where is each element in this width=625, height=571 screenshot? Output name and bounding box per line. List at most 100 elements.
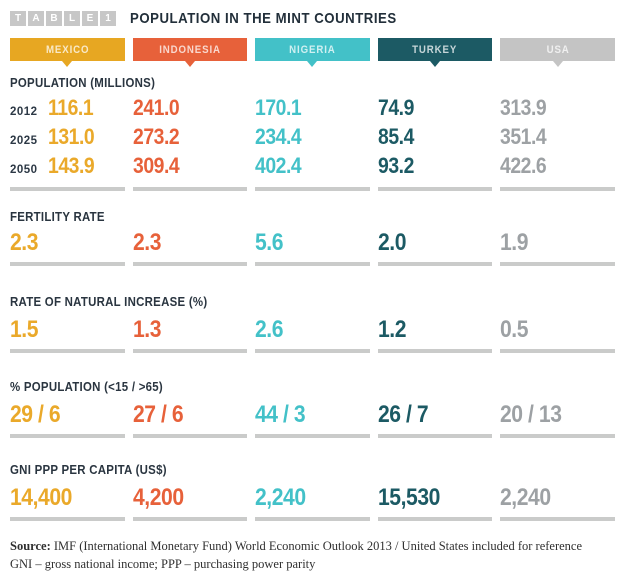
value-cell: 1.3 <box>133 317 248 343</box>
divider-row <box>10 349 615 353</box>
table-tag: T A B L E 1 <box>10 10 116 26</box>
value-cell: 44 / 3 <box>255 402 370 428</box>
value: 2.6 <box>255 316 284 343</box>
column-divider <box>132 349 248 353</box>
section-population: POPULATION (MILLIONS) 2012 116.1 241.0 1… <box>10 75 615 191</box>
badge-pointer-icon <box>184 61 195 67</box>
table-row: 2012 116.1 241.0 170.1 74.9 313.9 <box>10 96 615 125</box>
column-divider <box>10 349 125 353</box>
value: 5.6 <box>255 229 284 256</box>
value-cell: 2,240 <box>500 485 615 511</box>
value: 351.4 <box>500 124 547 149</box>
table-row: 2050 143.9 309.4 402.4 93.2 422.6 <box>10 154 615 183</box>
value-cell: 15,530 <box>378 485 493 511</box>
value: 131.0 <box>48 124 95 149</box>
value: 273.2 <box>132 124 180 149</box>
table-tag-letter: L <box>64 10 80 26</box>
country-badge-indonesia: INDONESIA <box>132 38 248 67</box>
divider-row <box>10 517 615 521</box>
year-label: 2050 <box>10 164 38 176</box>
value-cell: 20 / 13 <box>500 402 615 428</box>
section-fertility-rate: FERTILITY RATE 2.3 2.3 5.6 2.0 1.9 <box>10 209 615 266</box>
value: 2.0 <box>377 229 406 256</box>
column-divider <box>377 434 493 438</box>
value: 234.4 <box>255 124 302 149</box>
value: 143.9 <box>48 153 95 178</box>
column-divider <box>10 187 125 191</box>
country-badge-usa: USA <box>500 38 615 67</box>
header: T A B L E 1 POPULATION IN THE MINT COUNT… <box>10 8 615 28</box>
value-cell: 1.2 <box>378 317 493 343</box>
table-tag-letter: 1 <box>100 10 116 26</box>
value: 44 / 3 <box>255 401 306 428</box>
source-note: Source: IMF (International Monetary Fund… <box>10 537 615 571</box>
population-rows: 2012 116.1 241.0 170.1 74.9 313.9 2025 1… <box>10 96 615 183</box>
value-row: 1.5 1.3 2.6 1.2 0.5 <box>10 317 615 343</box>
column-divider <box>255 349 370 353</box>
value: 85.4 <box>377 124 414 149</box>
value-cell: 351.4 <box>500 125 615 154</box>
value-cell: 27 / 6 <box>133 402 248 428</box>
value: 402.4 <box>255 153 302 178</box>
table-tag-letter: T <box>10 10 26 26</box>
column-divider <box>255 434 370 438</box>
page-title: POPULATION IN THE MINT COUNTRIES <box>130 9 397 27</box>
value: 2.3 <box>132 229 161 256</box>
value: 2.3 <box>10 229 39 256</box>
divider-row <box>10 187 615 191</box>
column-divider <box>377 262 493 266</box>
footnote: GNI – gross national income; PPP – purch… <box>10 557 316 571</box>
country-badge-label: TURKEY <box>412 43 458 56</box>
column-divider <box>500 517 615 521</box>
value: 1.9 <box>500 229 529 256</box>
badge-pointer-icon <box>307 61 318 67</box>
value-cell: 241.0 <box>133 96 248 125</box>
value-cell: 2.3 <box>10 230 125 256</box>
section-label: GNI PPP PER CAPITA (US$) <box>10 462 167 477</box>
value: 15,530 <box>377 484 440 511</box>
value: 1.2 <box>377 316 406 343</box>
value-cell: 273.2 <box>133 125 248 154</box>
value-cell: 2.3 <box>133 230 248 256</box>
column-divider <box>500 187 615 191</box>
source-text: IMF (International Monetary Fund) World … <box>50 539 583 553</box>
country-badge-label: USA <box>546 43 570 56</box>
value-cell: 234.4 <box>255 125 370 154</box>
value: 27 / 6 <box>132 401 184 428</box>
column-divider <box>255 517 370 521</box>
section-population-age-share: % POPULATION (<15 / >65) 29 / 6 27 / 6 4… <box>10 379 615 438</box>
section-label: POPULATION (MILLIONS) <box>10 75 156 90</box>
value: 313.9 <box>500 95 547 120</box>
value-cell: 26 / 7 <box>378 402 493 428</box>
column-divider <box>500 434 615 438</box>
section-natural-increase: RATE OF NATURAL INCREASE (%) 1.5 1.3 2.6… <box>10 294 615 353</box>
value-cell: 0.5 <box>500 317 615 343</box>
column-divider <box>132 434 248 438</box>
value: 309.4 <box>132 153 180 178</box>
value-cell: 1.5 <box>10 317 125 343</box>
country-badge-nigeria: NIGERIA <box>255 38 370 67</box>
table-tag-letter: A <box>28 10 44 26</box>
country-header-row: MEXICO INDONESIA NIGERIA TURKEY USA <box>10 38 615 67</box>
section-label: RATE OF NATURAL INCREASE (%) <box>10 294 208 309</box>
badge-pointer-icon <box>430 61 441 67</box>
column-divider <box>500 349 615 353</box>
value-cell: 422.6 <box>500 154 615 183</box>
column-divider <box>132 187 248 191</box>
table-tag-letter: E <box>82 10 98 26</box>
value: 170.1 <box>255 95 302 120</box>
column-divider <box>10 517 125 521</box>
value-cell: 74.9 <box>378 96 493 125</box>
column-divider <box>255 262 370 266</box>
value: 116.1 <box>48 95 94 120</box>
value: 93.2 <box>377 153 414 178</box>
value-cell: 5.6 <box>255 230 370 256</box>
value: 4,200 <box>132 484 184 511</box>
column-divider <box>500 262 615 266</box>
value-cell: 309.4 <box>133 154 248 183</box>
value: 26 / 7 <box>377 401 429 428</box>
value-cell: 29 / 6 <box>10 402 125 428</box>
value-cell: 1.9 <box>500 230 615 256</box>
value-cell: 85.4 <box>378 125 493 154</box>
value: 0.5 <box>500 316 529 343</box>
